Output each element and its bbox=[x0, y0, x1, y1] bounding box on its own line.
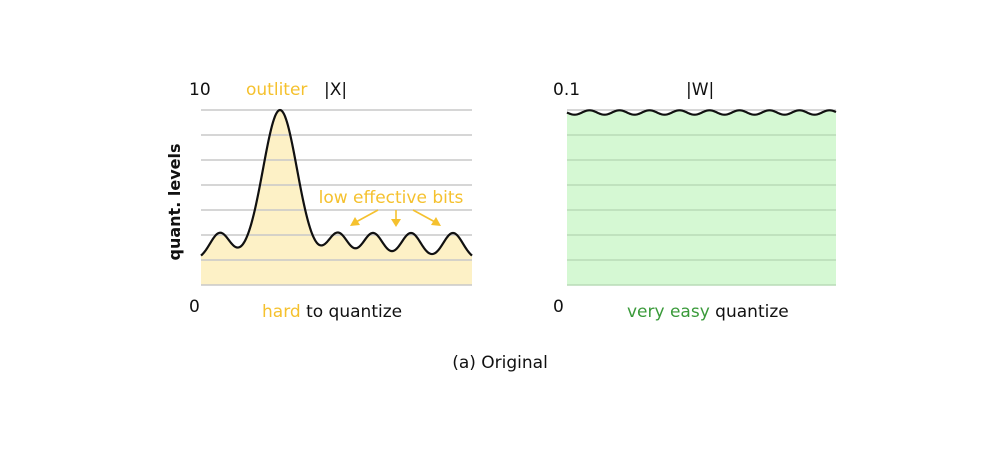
left-panel: 10 0 quant. levels outliter |X| low effe… bbox=[165, 80, 472, 322]
left-variable-label: |X| bbox=[324, 80, 347, 100]
right-caption-rest: quantize bbox=[710, 302, 789, 322]
right-area-fill bbox=[567, 110, 836, 285]
arrow-down bbox=[391, 210, 401, 227]
right-caption-highlight: very easy bbox=[627, 302, 710, 322]
left-y-axis-label: quant. levels bbox=[165, 144, 184, 261]
arrow-left bbox=[350, 210, 378, 226]
outlier-label: outliter bbox=[246, 80, 307, 100]
left-y-max-label: 10 bbox=[189, 80, 211, 100]
left-activation-curve bbox=[201, 110, 472, 256]
arrow-right bbox=[413, 210, 441, 226]
low-effective-bits-annotation: low effective bits bbox=[319, 188, 464, 208]
left-y-min-label: 0 bbox=[189, 297, 200, 317]
right-caption: very easy quantize bbox=[627, 302, 789, 322]
left-caption: hard to quantize bbox=[262, 302, 402, 322]
right-variable-label: |W| bbox=[686, 80, 714, 100]
right-y-min-label: 0 bbox=[553, 297, 564, 317]
left-caption-rest: to quantize bbox=[301, 302, 402, 322]
left-caption-highlight: hard bbox=[262, 302, 301, 322]
annotation-arrows bbox=[350, 210, 441, 227]
right-panel: 0.1 0 |W| very easy quantize bbox=[553, 80, 836, 322]
figure-subtitle: (a) Original bbox=[452, 353, 548, 373]
right-y-max-label: 0.1 bbox=[553, 80, 580, 100]
